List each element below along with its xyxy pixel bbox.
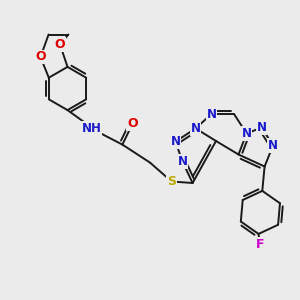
Text: O: O [35,50,46,64]
Text: N: N [242,127,252,140]
Text: N: N [177,155,188,168]
Text: N: N [206,107,217,121]
Text: N: N [256,121,267,134]
Text: O: O [127,117,138,130]
Text: N: N [190,122,201,135]
Text: O: O [55,38,65,51]
Text: N: N [170,135,181,148]
Text: N: N [268,139,278,152]
Text: S: S [167,175,176,188]
Text: NH: NH [82,122,101,135]
Text: F: F [256,238,264,251]
